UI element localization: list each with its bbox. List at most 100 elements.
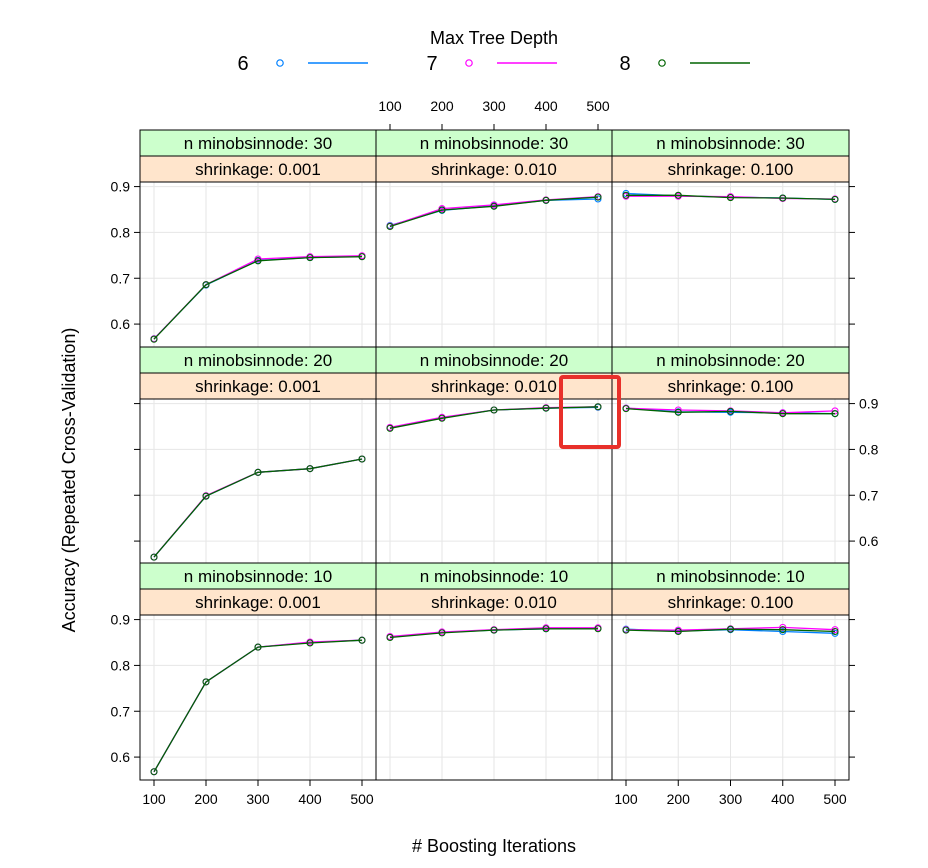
legend-label-6: 6 — [237, 53, 248, 75]
point-8-panel-5-1 — [674, 408, 682, 416]
series-line-8-panel-2 — [626, 194, 836, 201]
point-8-panel-8-0 — [622, 626, 630, 634]
point-8-panel-0-3 — [306, 254, 314, 262]
point-8-panel-8-1 — [674, 627, 682, 636]
x-tick-label-8-1: 200 — [667, 791, 691, 807]
series-line-8-panel-7 — [389, 628, 598, 639]
series-line-8-panel-5 — [625, 407, 835, 415]
point-8-panel-3-2 — [254, 468, 262, 476]
point-8-panel-5-3 — [779, 410, 787, 418]
y-tick-label-0-3: 0.9 — [111, 179, 131, 195]
strip-label-shrinkage-1: shrinkage: 0.010 — [431, 160, 557, 179]
x-tick-label-top-1-3: 400 — [534, 98, 558, 114]
x-axis-title: # Boosting Iterations — [412, 836, 576, 856]
strip-label-shrinkage-6: shrinkage: 0.001 — [195, 593, 321, 612]
x-tick-label-8-4: 500 — [823, 791, 847, 807]
series-line-8-panel-3 — [153, 458, 363, 558]
series-line-8-panel-8 — [625, 628, 836, 633]
point-8-panel-7-3 — [542, 625, 550, 633]
strip-minobsinnode-1 — [375, 129, 613, 157]
legend-title: Max Tree Depth — [430, 28, 558, 48]
point-8-panel-4-1 — [438, 414, 446, 422]
point-8-panel-7-4 — [594, 625, 602, 633]
strip-label-minobsinnode-2: n minobsinnode: 30 — [656, 134, 804, 153]
point-8-panel-7-0 — [386, 633, 394, 642]
y-tick-label-0-1: 0.7 — [111, 270, 131, 286]
point-8-panel-1-3 — [542, 196, 550, 204]
point-8-panel-1-1 — [438, 206, 446, 214]
y-tick-label-5-3: 0.9 — [859, 396, 879, 412]
x-tick-label-8-2: 300 — [719, 791, 743, 807]
point-8-panel-4-2 — [490, 406, 498, 414]
strip-minobsinnode-2 — [611, 129, 850, 157]
x-tick-label-6-0: 100 — [142, 791, 166, 807]
x-tick-label-6-2: 300 — [246, 791, 270, 807]
legend-marker-6 — [276, 59, 284, 67]
strip-label-minobsinnode-3: n minobsinnode: 20 — [184, 351, 332, 370]
y-tick-label-6-3: 0.9 — [111, 612, 131, 628]
y-tick-label-0-0: 0.6 — [111, 316, 131, 332]
point-8-panel-1-2 — [490, 202, 498, 210]
strip-label-shrinkage-8: shrinkage: 0.100 — [668, 593, 794, 612]
series-line-8-panel-1 — [389, 196, 599, 228]
point-8-panel-6-1 — [202, 678, 210, 686]
strip-shrinkage-1 — [375, 155, 613, 183]
point-8-panel-2-1 — [674, 191, 682, 199]
y-tick-label-5-0: 0.6 — [859, 533, 879, 549]
strip-shrinkage-8 — [611, 588, 850, 616]
point-8-panel-0-0 — [150, 335, 158, 343]
strip-label-minobsinnode-7: n minobsinnode: 10 — [420, 567, 568, 586]
strip-minobsinnode-7 — [375, 562, 613, 590]
point-8-panel-3-4 — [358, 455, 366, 463]
point-8-panel-6-0 — [150, 768, 158, 776]
point-8-panel-8-2 — [726, 625, 735, 633]
strip-label-minobsinnode-1: n minobsinnode: 30 — [420, 134, 568, 153]
strip-minobsinnode-0 — [139, 129, 377, 157]
strip-label-minobsinnode-4: n minobsinnode: 20 — [420, 351, 568, 370]
y-axis-title: Accuracy (Repeated Cross-Validation) — [59, 328, 79, 633]
point-8-panel-7-2 — [490, 626, 498, 634]
strip-label-shrinkage-3: shrinkage: 0.001 — [195, 377, 321, 396]
legend-label-7: 7 — [426, 53, 437, 75]
point-8-panel-5-4 — [831, 410, 839, 418]
strip-label-minobsinnode-6: n minobsinnode: 10 — [184, 567, 332, 586]
point-8-panel-8-4 — [831, 627, 839, 636]
legend-marker-7 — [465, 59, 473, 67]
strip-minobsinnode-6 — [139, 562, 377, 590]
point-8-panel-4-4 — [594, 403, 602, 411]
point-8-panel-2-2 — [726, 194, 735, 202]
point-8-panel-5-0 — [622, 405, 630, 413]
point-8-panel-8-3 — [779, 626, 787, 634]
point-8-panel-6-4 — [358, 636, 366, 644]
x-tick-label-8-3: 400 — [771, 791, 795, 807]
legend-marker-8 — [658, 59, 666, 67]
point-7-panel-5-1 — [674, 406, 682, 414]
strip-shrinkage-3 — [139, 372, 377, 400]
point-8-panel-4-3 — [542, 404, 550, 412]
y-tick-label-0-2: 0.8 — [111, 224, 131, 240]
series-line-8-panel-4 — [389, 406, 599, 429]
x-tick-label-top-1-2: 300 — [482, 98, 506, 114]
strip-shrinkage-6 — [139, 588, 377, 616]
y-tick-label-5-1: 0.7 — [859, 487, 879, 503]
y-tick-label-5-2: 0.8 — [859, 441, 879, 457]
strip-shrinkage-0 — [139, 155, 377, 183]
strip-label-shrinkage-5: shrinkage: 0.100 — [668, 377, 794, 396]
point-8-panel-0-1 — [202, 281, 210, 289]
point-8-panel-3-0 — [150, 553, 158, 561]
strip-shrinkage-7 — [375, 588, 613, 616]
x-tick-label-6-4: 500 — [350, 791, 374, 807]
point-8-panel-2-3 — [779, 194, 787, 202]
point-8-panel-3-1 — [202, 492, 210, 500]
point-8-panel-1-0 — [386, 222, 394, 231]
strip-label-minobsinnode-0: n minobsinnode: 30 — [184, 134, 332, 153]
x-tick-label-6-3: 400 — [298, 791, 322, 807]
point-8-panel-2-4 — [831, 195, 839, 203]
point-8-panel-0-4 — [358, 253, 366, 261]
highlight-box — [559, 375, 621, 449]
point-8-panel-4-0 — [386, 424, 394, 432]
strip-shrinkage-5 — [611, 372, 850, 400]
x-tick-label-8-0: 100 — [614, 791, 638, 807]
point-8-panel-2-0 — [622, 191, 630, 199]
y-tick-label-6-2: 0.8 — [111, 657, 131, 673]
